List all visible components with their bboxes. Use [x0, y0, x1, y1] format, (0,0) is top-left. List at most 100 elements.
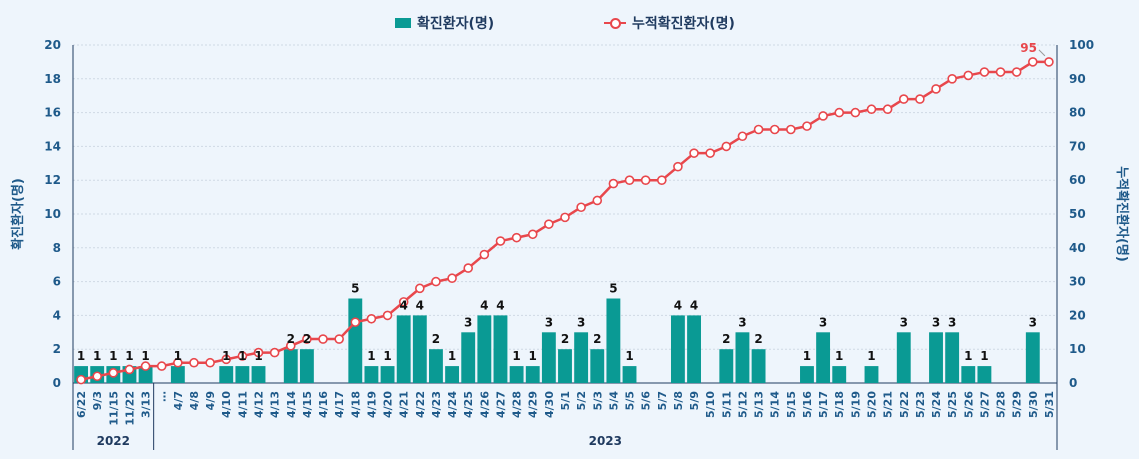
bar: [719, 349, 734, 383]
line-point: [511, 232, 522, 243]
bar: [461, 332, 476, 383]
bar-value-label: 1: [964, 349, 972, 363]
x-tick-label: 5/11: [720, 391, 733, 418]
line-point: [915, 94, 925, 104]
bar: [945, 332, 960, 383]
bar: [412, 315, 427, 383]
x-tick-label: 5/30: [1027, 391, 1040, 418]
x-tick-label: 4/30: [543, 391, 556, 418]
bar-value-label: 1: [980, 349, 988, 363]
bar-value-label: 4: [400, 298, 408, 312]
line-point: [285, 341, 296, 351]
bar-value-label: 1: [93, 349, 101, 363]
line-point: [495, 236, 506, 246]
x-tick-label: 4/8: [188, 391, 201, 410]
x-tick-label: 4/13: [269, 391, 282, 418]
x-tick-label: 5/9: [688, 391, 701, 410]
line-point: [786, 124, 796, 135]
x-tick-label: 4/19: [365, 391, 378, 418]
bar-value-label: 3: [1029, 315, 1037, 329]
line-point: [334, 334, 344, 344]
x-tick-label: 5/14: [769, 391, 782, 418]
line-point: [382, 310, 393, 321]
x-tick-label: 5/8: [672, 391, 685, 410]
line-point: [689, 148, 699, 158]
line-point: [931, 84, 941, 94]
x-tick-label: 5/2: [575, 391, 588, 410]
bar-value-label: 1: [383, 349, 391, 363]
bar-value-label: 3: [932, 315, 940, 329]
x-tick-label: 5/3: [591, 391, 604, 410]
legend-line-swatch: [604, 17, 626, 29]
bar: [896, 332, 911, 383]
bar-value-label: 2: [432, 332, 440, 346]
last-cumulative-label: 95: [1020, 41, 1037, 55]
x-tick-label: 4/28: [511, 391, 524, 418]
line-point: [205, 357, 215, 368]
bar-value-label: 1: [222, 349, 230, 363]
y-left-tick-label: 6: [53, 275, 61, 289]
x-tick-label: 11/15: [107, 391, 120, 426]
bar-value-label: 2: [287, 332, 295, 346]
line-point: [802, 121, 812, 131]
bar: [138, 366, 153, 383]
legend-item-daily-cases: 확진환자(명): [395, 13, 494, 33]
line-point: [92, 371, 102, 382]
bar-value-label: 2: [722, 332, 730, 346]
y-right-tick-label: 10: [1069, 342, 1086, 356]
line-point: [463, 263, 474, 273]
bar: [493, 315, 508, 383]
x-tick-label: 5/10: [704, 391, 717, 418]
line-point: [221, 354, 232, 365]
y-left-tick-label: 10: [44, 207, 61, 221]
bar-value-label: 1: [867, 349, 875, 363]
bar: [396, 315, 411, 383]
y-left-tick-label: 4: [53, 308, 61, 322]
line-point: [140, 361, 151, 371]
bar-value-label: 4: [416, 298, 424, 312]
bar: [864, 366, 879, 383]
year-label: 2023: [589, 434, 622, 448]
bar: [477, 315, 492, 383]
bar: [574, 332, 589, 383]
line-point: [963, 70, 974, 81]
line-point: [173, 357, 183, 368]
line-point: [350, 317, 361, 327]
x-tick-label: 5/20: [865, 391, 878, 418]
bar-value-label: 1: [77, 349, 85, 363]
x-tick-label: 5/12: [736, 391, 749, 418]
x-tick-label: 5/27: [978, 391, 991, 418]
bar-value-label: 2: [303, 332, 311, 346]
x-tick-label: 4/27: [494, 391, 507, 418]
x-tick-label: 4/25: [462, 391, 475, 418]
bar-value-label: 1: [254, 349, 262, 363]
legend-bar-swatch: [395, 18, 411, 28]
bar-value-label: 3: [577, 315, 585, 329]
bar-value-label: 4: [496, 298, 504, 312]
x-tick-label: 4/9: [204, 391, 217, 410]
y-right-tick-label: 30: [1069, 275, 1086, 289]
bar-value-label: 5: [609, 282, 617, 296]
bar: [445, 366, 460, 383]
y-right-tick-label: 70: [1069, 139, 1086, 153]
x-tick-label: 5/15: [785, 391, 798, 418]
line-point: [398, 297, 409, 307]
x-tick-label: 4/15: [301, 391, 314, 418]
y-right-tick-label: 0: [1069, 376, 1077, 390]
line-point: [608, 178, 619, 189]
line-point: [576, 202, 586, 213]
line-point: [318, 334, 328, 344]
bar-value-label: 4: [674, 298, 682, 312]
x-tick-label: …: [156, 391, 169, 402]
bar: [380, 366, 395, 383]
y-right-tick-label: 40: [1069, 241, 1086, 255]
bar: [735, 332, 750, 383]
x-tick-label: 4/12: [253, 391, 266, 418]
x-tick-label: 5/23: [914, 391, 927, 418]
x-tick-label: 5/18: [833, 391, 846, 418]
x-tick-label: 5/16: [801, 391, 814, 418]
line-point: [108, 368, 119, 378]
line-point: [189, 357, 199, 368]
line-point: [237, 351, 248, 361]
